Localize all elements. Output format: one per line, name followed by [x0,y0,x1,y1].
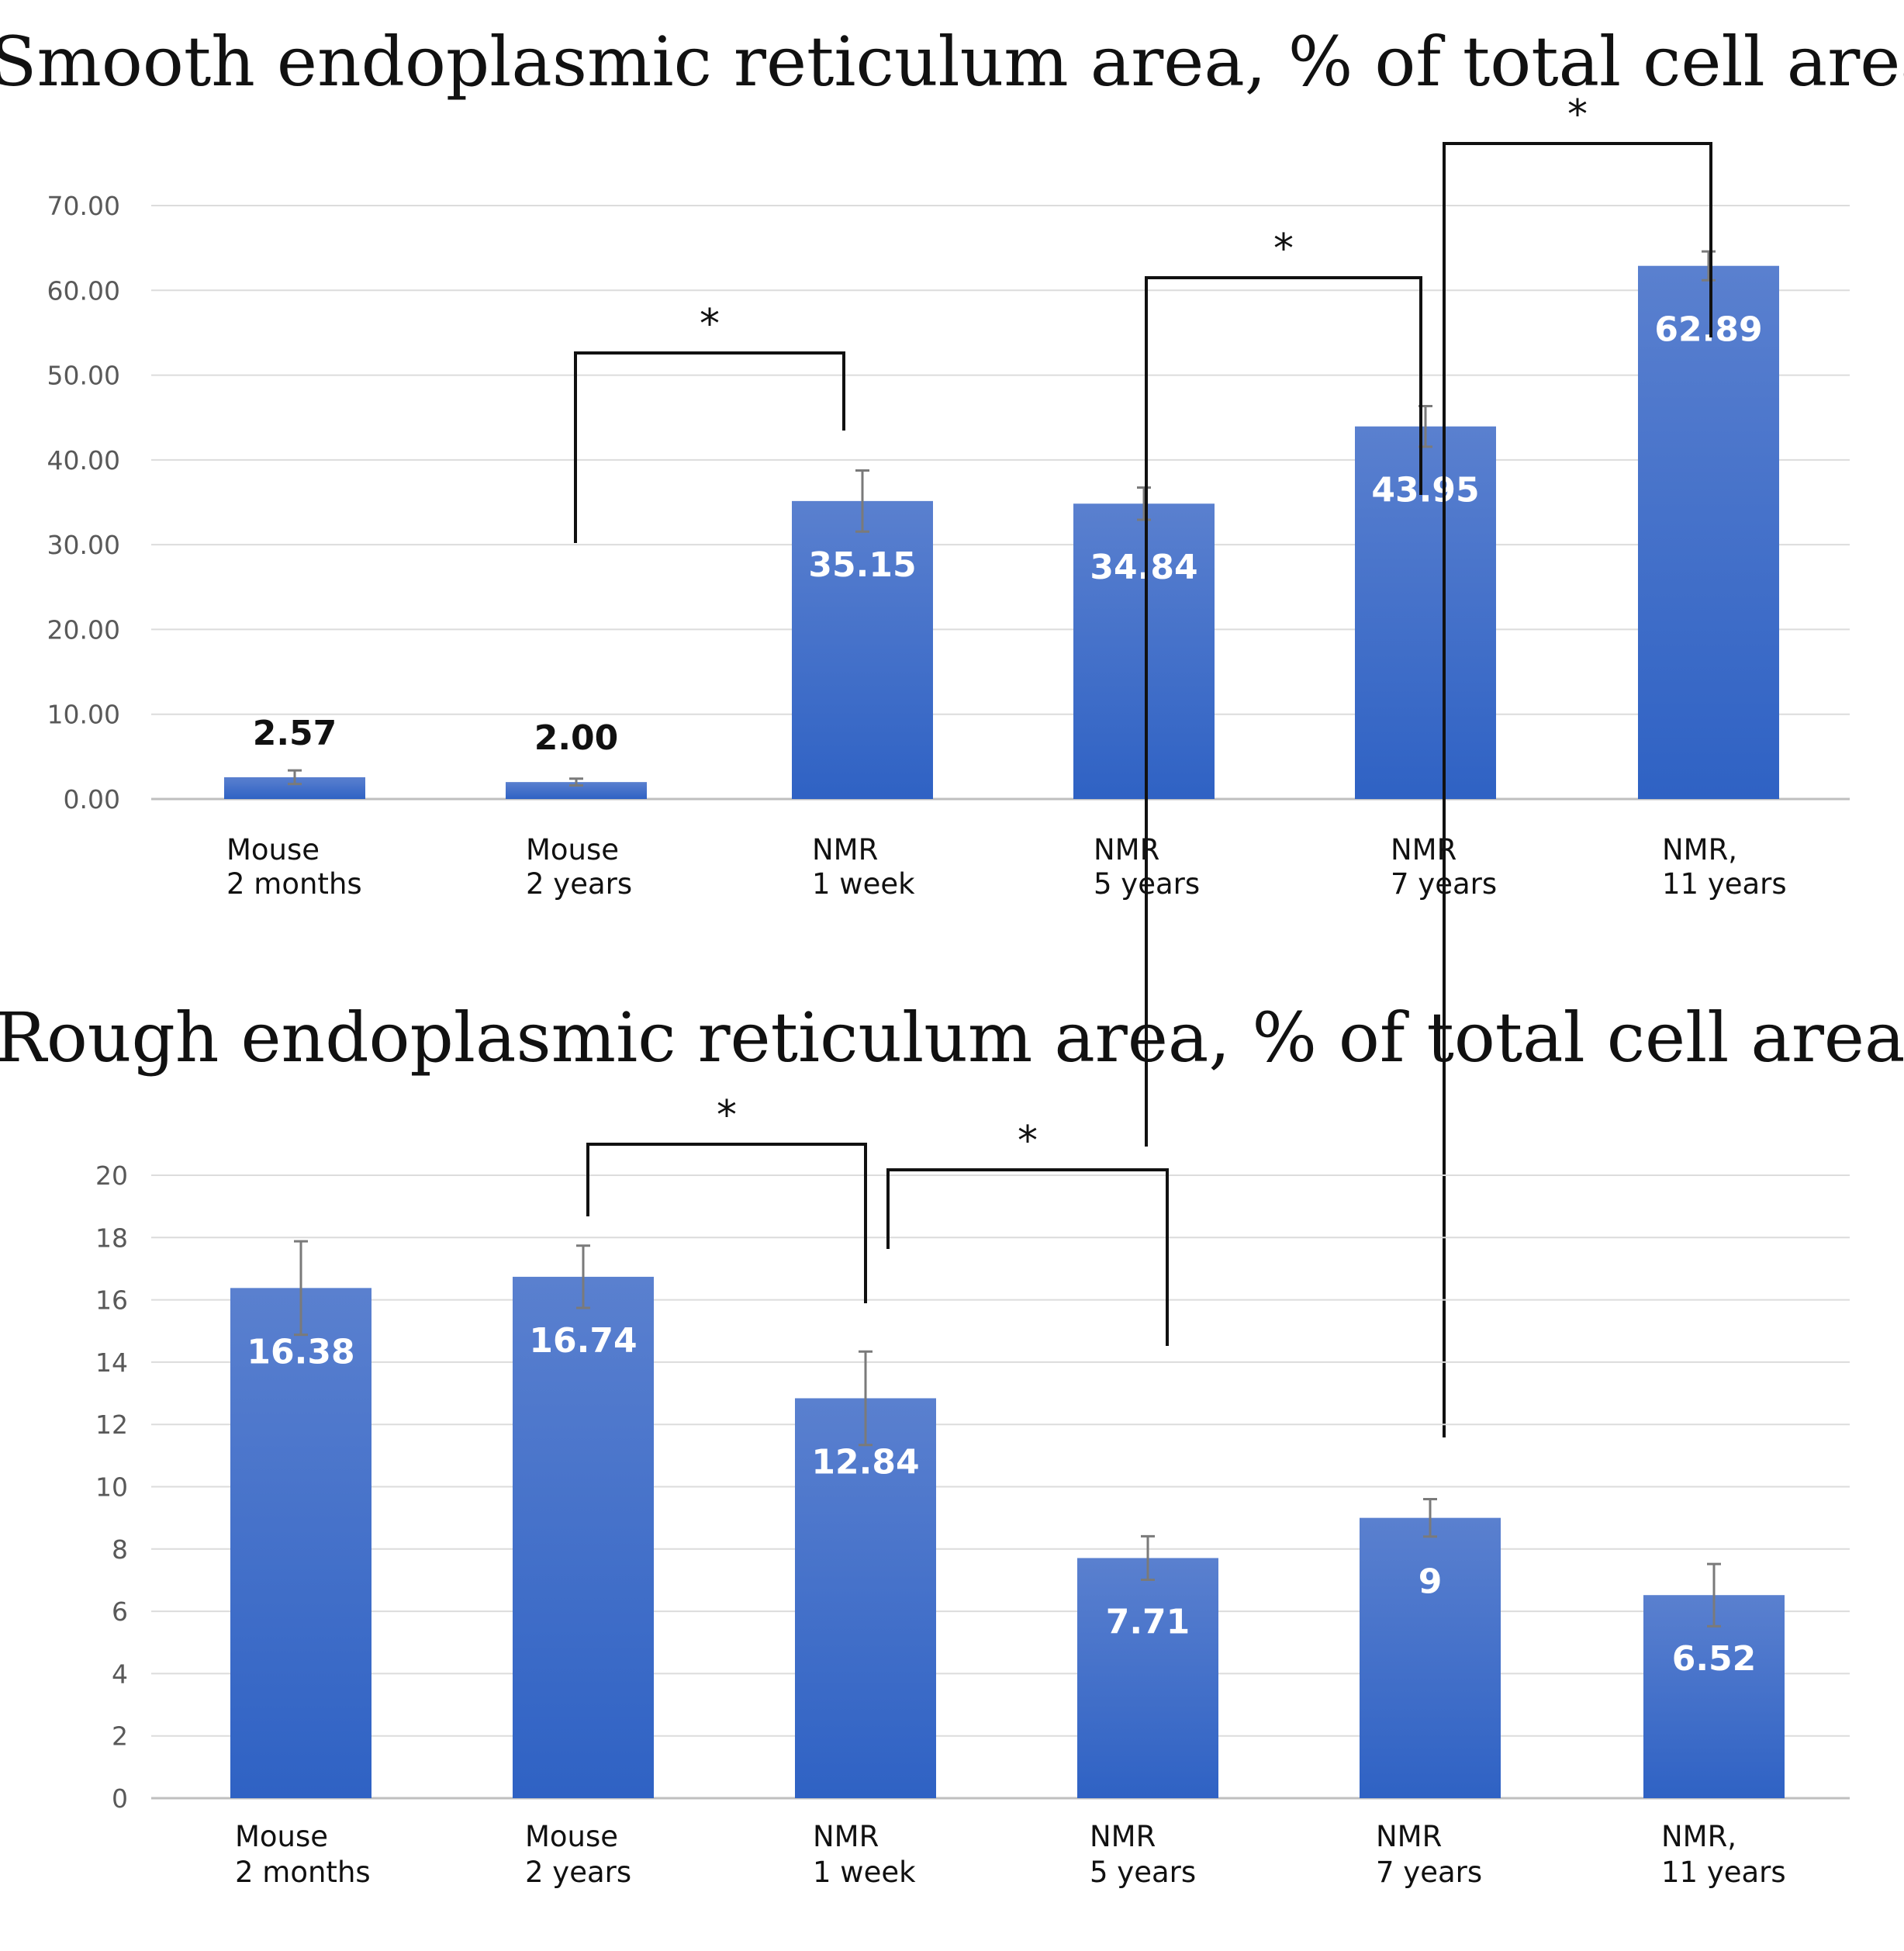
smooth-er-chart-title: Smooth endoplasmic reticulum area, % of … [0,22,1904,102]
data-label: 35.15 [808,545,916,585]
bar [1355,426,1496,799]
bar [1643,1595,1785,1798]
x-tick-label: 5 years [1090,1856,1196,1889]
y-tick-label: 16 [95,1285,128,1316]
x-tick-label: NMR [1090,1820,1156,1853]
y-tick-label: 40.00 [47,445,120,476]
data-label: 2.00 [534,718,619,758]
bar [513,1276,654,1798]
x-tick-label: 2 months [235,1856,371,1889]
significance-bracket [574,351,845,543]
y-tick-label: 18 [95,1223,128,1253]
y-tick-label: 4 [112,1659,128,1689]
x-tick-label: 2 months [226,867,362,901]
smooth-er-chart: Smooth endoplasmic reticulum area, % of … [0,22,1904,1437]
bar [506,782,647,799]
x-tick-label: Mouse [525,1820,618,1853]
bar [1077,1558,1218,1798]
bar [1638,265,1779,799]
significance-star: * [1567,92,1588,138]
x-tick-label: NMR [1094,833,1159,867]
data-label: 12.84 [811,1442,919,1482]
bar [792,500,933,799]
significance-bracket [1145,276,1422,1147]
data-label: 16.74 [529,1321,637,1361]
x-tick-label: NMR [1376,1820,1442,1853]
data-label: 6.52 [1672,1639,1757,1679]
bar [795,1398,936,1798]
y-tick-label: 30.00 [47,530,120,560]
rough-er-chart-title: Rough endoplasmic reticulum area, % of t… [0,998,1904,1078]
significance-star: * [1018,1118,1038,1164]
x-tick-label: NMR [812,833,878,867]
y-tick-label: 0.00 [64,784,120,815]
significance-bracket [1443,142,1712,1437]
significance-star: * [700,301,720,348]
x-tick-label: Mouse [235,1820,328,1853]
significance-star: * [717,1092,737,1139]
x-tick-label: NMR [813,1820,879,1853]
data-label: 7.71 [1106,1602,1190,1641]
y-tick-label: 12 [95,1410,128,1440]
y-tick-label: 10.00 [47,700,120,730]
x-tick-label: 2 years [525,1856,631,1889]
significance-bracket [886,1168,1169,1346]
data-label: 2.57 [253,714,337,753]
x-tick-label: 1 week [813,1856,916,1889]
x-tick-label: NMR, [1661,1820,1736,1853]
x-tick-label: 1 week [812,867,915,901]
x-tick-label: Mouse [526,833,619,867]
y-tick-label: 60.00 [47,275,120,306]
x-tick-label: NMR [1391,833,1457,867]
x-tick-label: 11 years [1662,867,1787,901]
x-tick-label: Mouse [226,833,320,867]
y-tick-label: 8 [112,1534,128,1565]
y-tick-label: 20 [95,1161,128,1191]
x-tick-label: 11 years [1661,1856,1786,1889]
y-tick-label: 2 [112,1721,128,1752]
significance-star: * [1273,226,1294,272]
y-tick-label: 50.00 [47,361,120,391]
data-label: 16.38 [247,1332,354,1372]
bar [1360,1517,1501,1798]
significance-bracket [586,1143,867,1303]
y-tick-label: 6 [112,1596,128,1627]
x-tick-label: 7 years [1376,1856,1482,1889]
data-label: 43.95 [1371,471,1479,510]
bar [230,1288,371,1798]
data-label: 9 [1418,1562,1443,1602]
data-label: 62.89 [1654,310,1762,350]
x-tick-label: NMR, [1662,833,1737,867]
y-tick-label: 0 [112,1783,128,1814]
y-tick-label: 20.00 [47,614,120,645]
x-tick-label: 2 years [526,867,632,901]
y-tick-label: 10 [95,1472,128,1503]
y-tick-label: 70.00 [47,191,120,221]
data-label: 34.84 [1090,548,1197,587]
rough-er-chart: Rough endoplasmic reticulum area, % of t… [0,998,1904,1889]
y-tick-label: 14 [95,1347,128,1378]
bar [1073,503,1215,799]
